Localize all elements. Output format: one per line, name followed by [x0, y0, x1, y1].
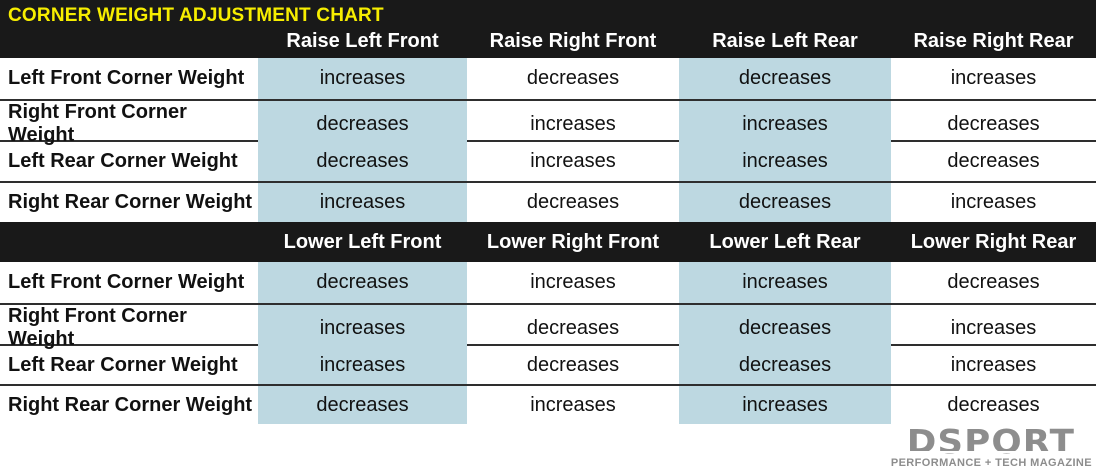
row-label: Left Rear Corner Weight — [8, 150, 238, 172]
footer: DSPORT PERFORMANCE + TECH MAGAZINE — [0, 424, 1096, 471]
dsport-logo-text: DSPORT — [902, 422, 1080, 461]
dsport-logo-tagline: PERFORMANCE + TECH MAGAZINE — [890, 457, 1092, 469]
column-header-raise-right-front: Raise Right Front — [489, 30, 657, 52]
table-row-raise-left-rear-weight: Left Rear Corner Weight decreases increa… — [0, 140, 1096, 181]
table-cell: increases — [530, 393, 616, 416]
column-header-lower-right-rear: Lower Right Rear — [910, 230, 1077, 253]
table-row-lower-left-rear-weight: Left Rear Corner Weight increases decrea… — [0, 344, 1096, 384]
row-label: Right Rear Corner Weight — [8, 191, 253, 213]
table-cell: decreases — [679, 58, 891, 99]
raise-header-row: Raise Left Front Raise Right Front Raise… — [0, 30, 1096, 58]
column-header-raise-right-rear: Raise Right Rear — [913, 30, 1074, 52]
table-cell: decreases — [947, 150, 1040, 172]
table-cell: increases — [679, 262, 891, 303]
table-cell: decreases — [679, 305, 891, 351]
row-label: Right Front Corner Weight — [8, 101, 187, 146]
lower-header-row: Lower Left Front Lower Right Front Lower… — [0, 231, 1096, 254]
column-header-raise-left-rear: Raise Left Rear — [712, 30, 858, 52]
table-cell: decreases — [947, 112, 1040, 135]
table-cell: decreases — [679, 183, 891, 222]
table-cell: decreases — [526, 67, 620, 89]
table-cell: increases — [950, 353, 1037, 376]
table-cell: increases — [258, 183, 467, 222]
table-cell: increases — [530, 271, 616, 293]
table-cell: decreases — [258, 142, 467, 181]
row-label: Left Front Corner Weight — [8, 67, 245, 89]
table-row-lower-left-front-weight: Left Front Corner Weight decreases incre… — [0, 262, 1096, 303]
page-title: CORNER WEIGHT ADJUSTMENT CHART — [8, 5, 384, 26]
row-label: Left Rear Corner Weight — [8, 353, 238, 376]
table-cell: increases — [530, 112, 616, 135]
raise-section-rows: Left Front Corner Weight increases decre… — [0, 58, 1096, 222]
table-row-raise-right-rear-weight: Right Rear Corner Weight increases decre… — [0, 181, 1096, 222]
table-cell: decreases — [258, 386, 467, 424]
table-row-raise-right-front-weight: Right Front Corner Weight decreases incr… — [0, 99, 1096, 147]
lower-header-band: Lower Left Front Lower Right Front Lower… — [0, 222, 1096, 262]
column-header-lower-right-front: Lower Right Front — [486, 230, 660, 253]
row-label: Left Front Corner Weight — [8, 271, 245, 293]
table-cell: decreases — [258, 262, 467, 303]
table-cell: increases — [258, 58, 467, 99]
column-header-raise-left-front: Raise Left Front — [286, 30, 439, 52]
table-cell: decreases — [526, 191, 620, 213]
raise-header-band: CORNER WEIGHT ADJUSTMENT CHART Raise Lef… — [0, 0, 1096, 58]
column-header-lower-left-front: Lower Left Front — [283, 230, 442, 253]
table-cell: increases — [950, 67, 1037, 89]
table-row-raise-left-front-weight: Left Front Corner Weight increases decre… — [0, 58, 1096, 99]
table-row-lower-right-front-weight: Right Front Corner Weight increases decr… — [0, 303, 1096, 351]
table-cell: increases — [679, 386, 891, 424]
row-label: Right Front Corner Weight — [8, 305, 187, 350]
lower-section-rows: Left Front Corner Weight decreases incre… — [0, 262, 1096, 424]
table-cell: increases — [679, 101, 891, 147]
table-cell: increases — [258, 346, 467, 384]
table-cell: increases — [258, 305, 467, 351]
dsport-logo: DSPORT PERFORMANCE + TECH MAGAZINE — [890, 422, 1092, 469]
table-cell: increases — [679, 142, 891, 181]
table-cell: increases — [950, 316, 1037, 339]
table-cell: decreases — [679, 346, 891, 384]
table-row-lower-right-rear-weight: Right Rear Corner Weight decreases incre… — [0, 384, 1096, 424]
table-cell: decreases — [526, 353, 620, 376]
table-cell: decreases — [526, 316, 620, 339]
table-cell: increases — [530, 150, 616, 172]
table-cell: decreases — [258, 101, 467, 147]
row-label: Right Rear Corner Weight — [8, 393, 253, 416]
column-header-lower-left-rear: Lower Left Rear — [709, 230, 861, 253]
table-cell: decreases — [947, 271, 1040, 293]
table-cell: decreases — [947, 393, 1040, 416]
table-cell: increases — [950, 191, 1037, 213]
row-label-header-spacer — [0, 231, 258, 254]
row-label-header-spacer — [0, 30, 258, 53]
